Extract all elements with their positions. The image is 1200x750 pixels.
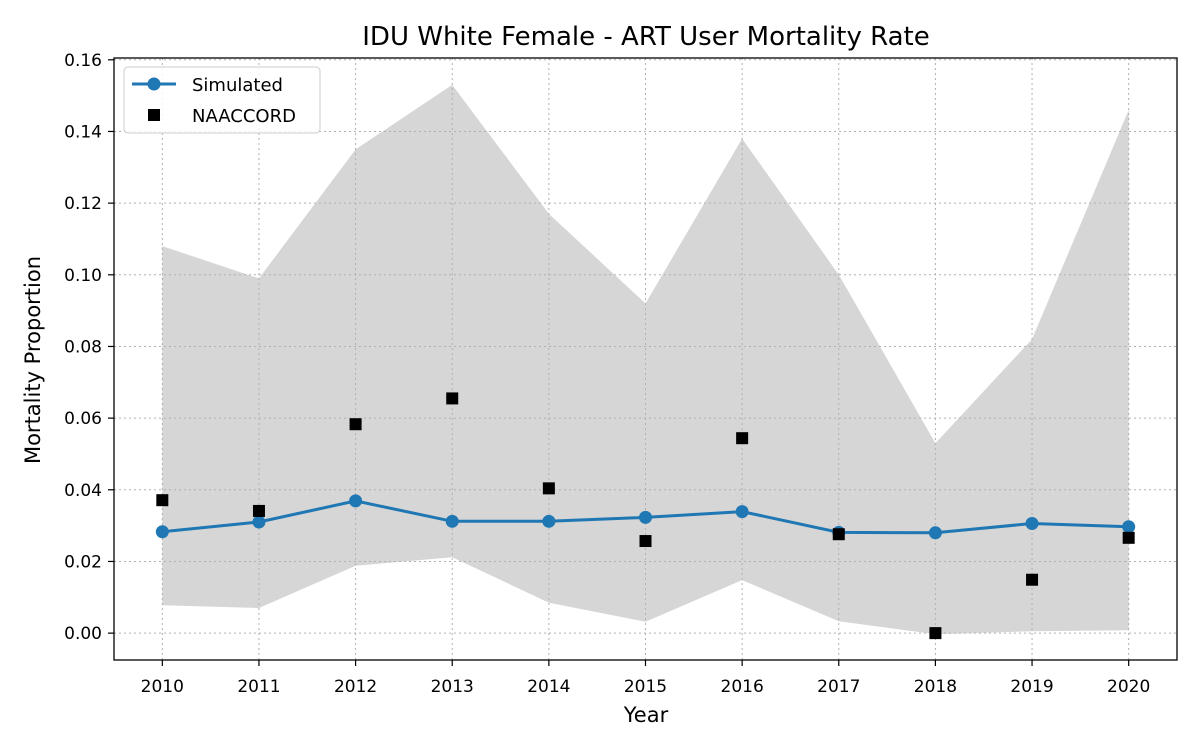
simulated-point xyxy=(349,494,363,508)
legend-simulated-marker xyxy=(147,77,161,91)
naaccord-point xyxy=(639,535,652,548)
naaccord-point xyxy=(929,627,942,640)
y-tick-label: 0.06 xyxy=(64,409,102,429)
naaccord-point xyxy=(1026,573,1039,586)
x-tick-label: 2016 xyxy=(721,677,764,697)
legend: Simulated NAACCORD xyxy=(123,66,321,134)
x-tick-label: 2012 xyxy=(334,677,377,697)
legend-simulated-label: Simulated xyxy=(192,75,283,96)
simulated-point xyxy=(639,510,652,524)
y-tick-label: 0.10 xyxy=(64,266,102,286)
x-tick-label: 2015 xyxy=(624,677,667,697)
y-tick-label: 0.12 xyxy=(64,194,102,214)
x-tick-label: 2017 xyxy=(817,677,860,697)
x-tick-label: 2010 xyxy=(141,677,184,697)
y-tick-label: 0.00 xyxy=(64,624,102,644)
x-tick-label: 2019 xyxy=(1010,677,1053,697)
naaccord-point xyxy=(736,432,749,445)
x-tick-label: 2013 xyxy=(431,677,474,697)
naaccord-point xyxy=(446,392,459,405)
naaccord-point xyxy=(832,528,845,541)
y-tick-label: 0.14 xyxy=(64,122,102,142)
legend-naaccord-label: NAACCORD xyxy=(192,106,296,127)
plot-area: 2010 2011 2012 2013 2014 2015 2016 2017 2018 2019… xyxy=(64,51,1178,697)
x-tick-label: 2020 xyxy=(1107,677,1150,697)
naaccord-point xyxy=(542,482,555,495)
y-tick-label: 0.04 xyxy=(64,481,102,501)
simulated-point xyxy=(252,515,266,529)
simulated-point xyxy=(735,505,749,519)
legend-naaccord-marker xyxy=(148,109,160,121)
x-tick-label: 2011 xyxy=(237,677,280,697)
simulated-point xyxy=(1122,520,1136,534)
x-tick-label: 2018 xyxy=(914,677,957,697)
naaccord-point xyxy=(1122,531,1135,544)
y-tick-label: 0.16 xyxy=(64,51,102,71)
y-tick-label: 0.08 xyxy=(64,337,102,357)
naaccord-point xyxy=(156,494,169,507)
chart-title: IDU White Female - ART User Mortality Ra… xyxy=(362,22,929,52)
simulated-point xyxy=(1025,516,1039,530)
simulated-point xyxy=(155,525,169,539)
y-tick-label: 0.02 xyxy=(64,552,102,572)
simulated-point xyxy=(928,526,942,540)
simulated-point xyxy=(542,514,556,528)
x-tick-label: 2014 xyxy=(527,677,570,697)
x-axis-title: Year xyxy=(623,703,669,727)
simulated-point xyxy=(445,514,459,528)
naaccord-point xyxy=(252,504,265,517)
y-axis-title: Mortality Proportion xyxy=(21,256,45,464)
naaccord-point xyxy=(349,418,362,431)
